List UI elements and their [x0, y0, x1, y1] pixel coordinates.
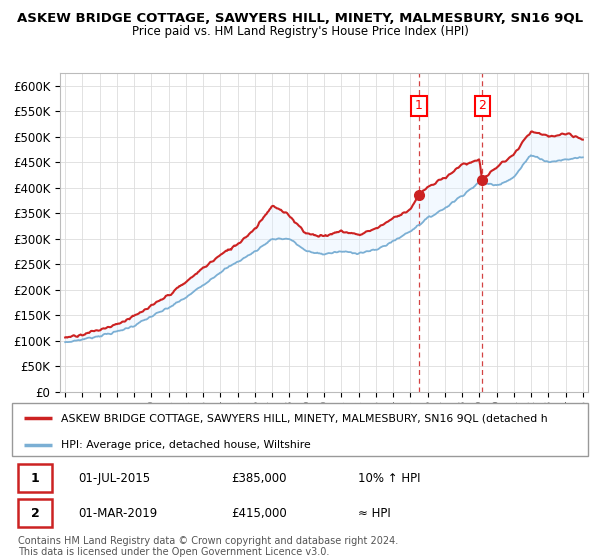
- Text: 10% ↑ HPI: 10% ↑ HPI: [358, 472, 420, 485]
- Text: 01-JUL-2015: 01-JUL-2015: [78, 472, 151, 485]
- Text: 2: 2: [478, 100, 486, 113]
- FancyBboxPatch shape: [18, 464, 52, 492]
- FancyBboxPatch shape: [12, 403, 588, 456]
- Text: £415,000: £415,000: [231, 506, 287, 520]
- Text: 2: 2: [31, 506, 40, 520]
- Text: Price paid vs. HM Land Registry's House Price Index (HPI): Price paid vs. HM Land Registry's House …: [131, 25, 469, 38]
- Text: Contains HM Land Registry data © Crown copyright and database right 2024.
This d: Contains HM Land Registry data © Crown c…: [18, 535, 398, 557]
- FancyBboxPatch shape: [18, 499, 52, 527]
- Text: 01-MAR-2019: 01-MAR-2019: [78, 506, 157, 520]
- Text: £385,000: £385,000: [231, 472, 286, 485]
- Text: ASKEW BRIDGE COTTAGE, SAWYERS HILL, MINETY, MALMESBURY, SN16 9QL (detached h: ASKEW BRIDGE COTTAGE, SAWYERS HILL, MINE…: [61, 413, 548, 423]
- Text: ASKEW BRIDGE COTTAGE, SAWYERS HILL, MINETY, MALMESBURY, SN16 9QL: ASKEW BRIDGE COTTAGE, SAWYERS HILL, MINE…: [17, 12, 583, 25]
- Text: 1: 1: [31, 472, 40, 485]
- Text: 1: 1: [415, 100, 423, 113]
- Text: HPI: Average price, detached house, Wiltshire: HPI: Average price, detached house, Wilt…: [61, 440, 311, 450]
- Text: ≈ HPI: ≈ HPI: [358, 506, 391, 520]
